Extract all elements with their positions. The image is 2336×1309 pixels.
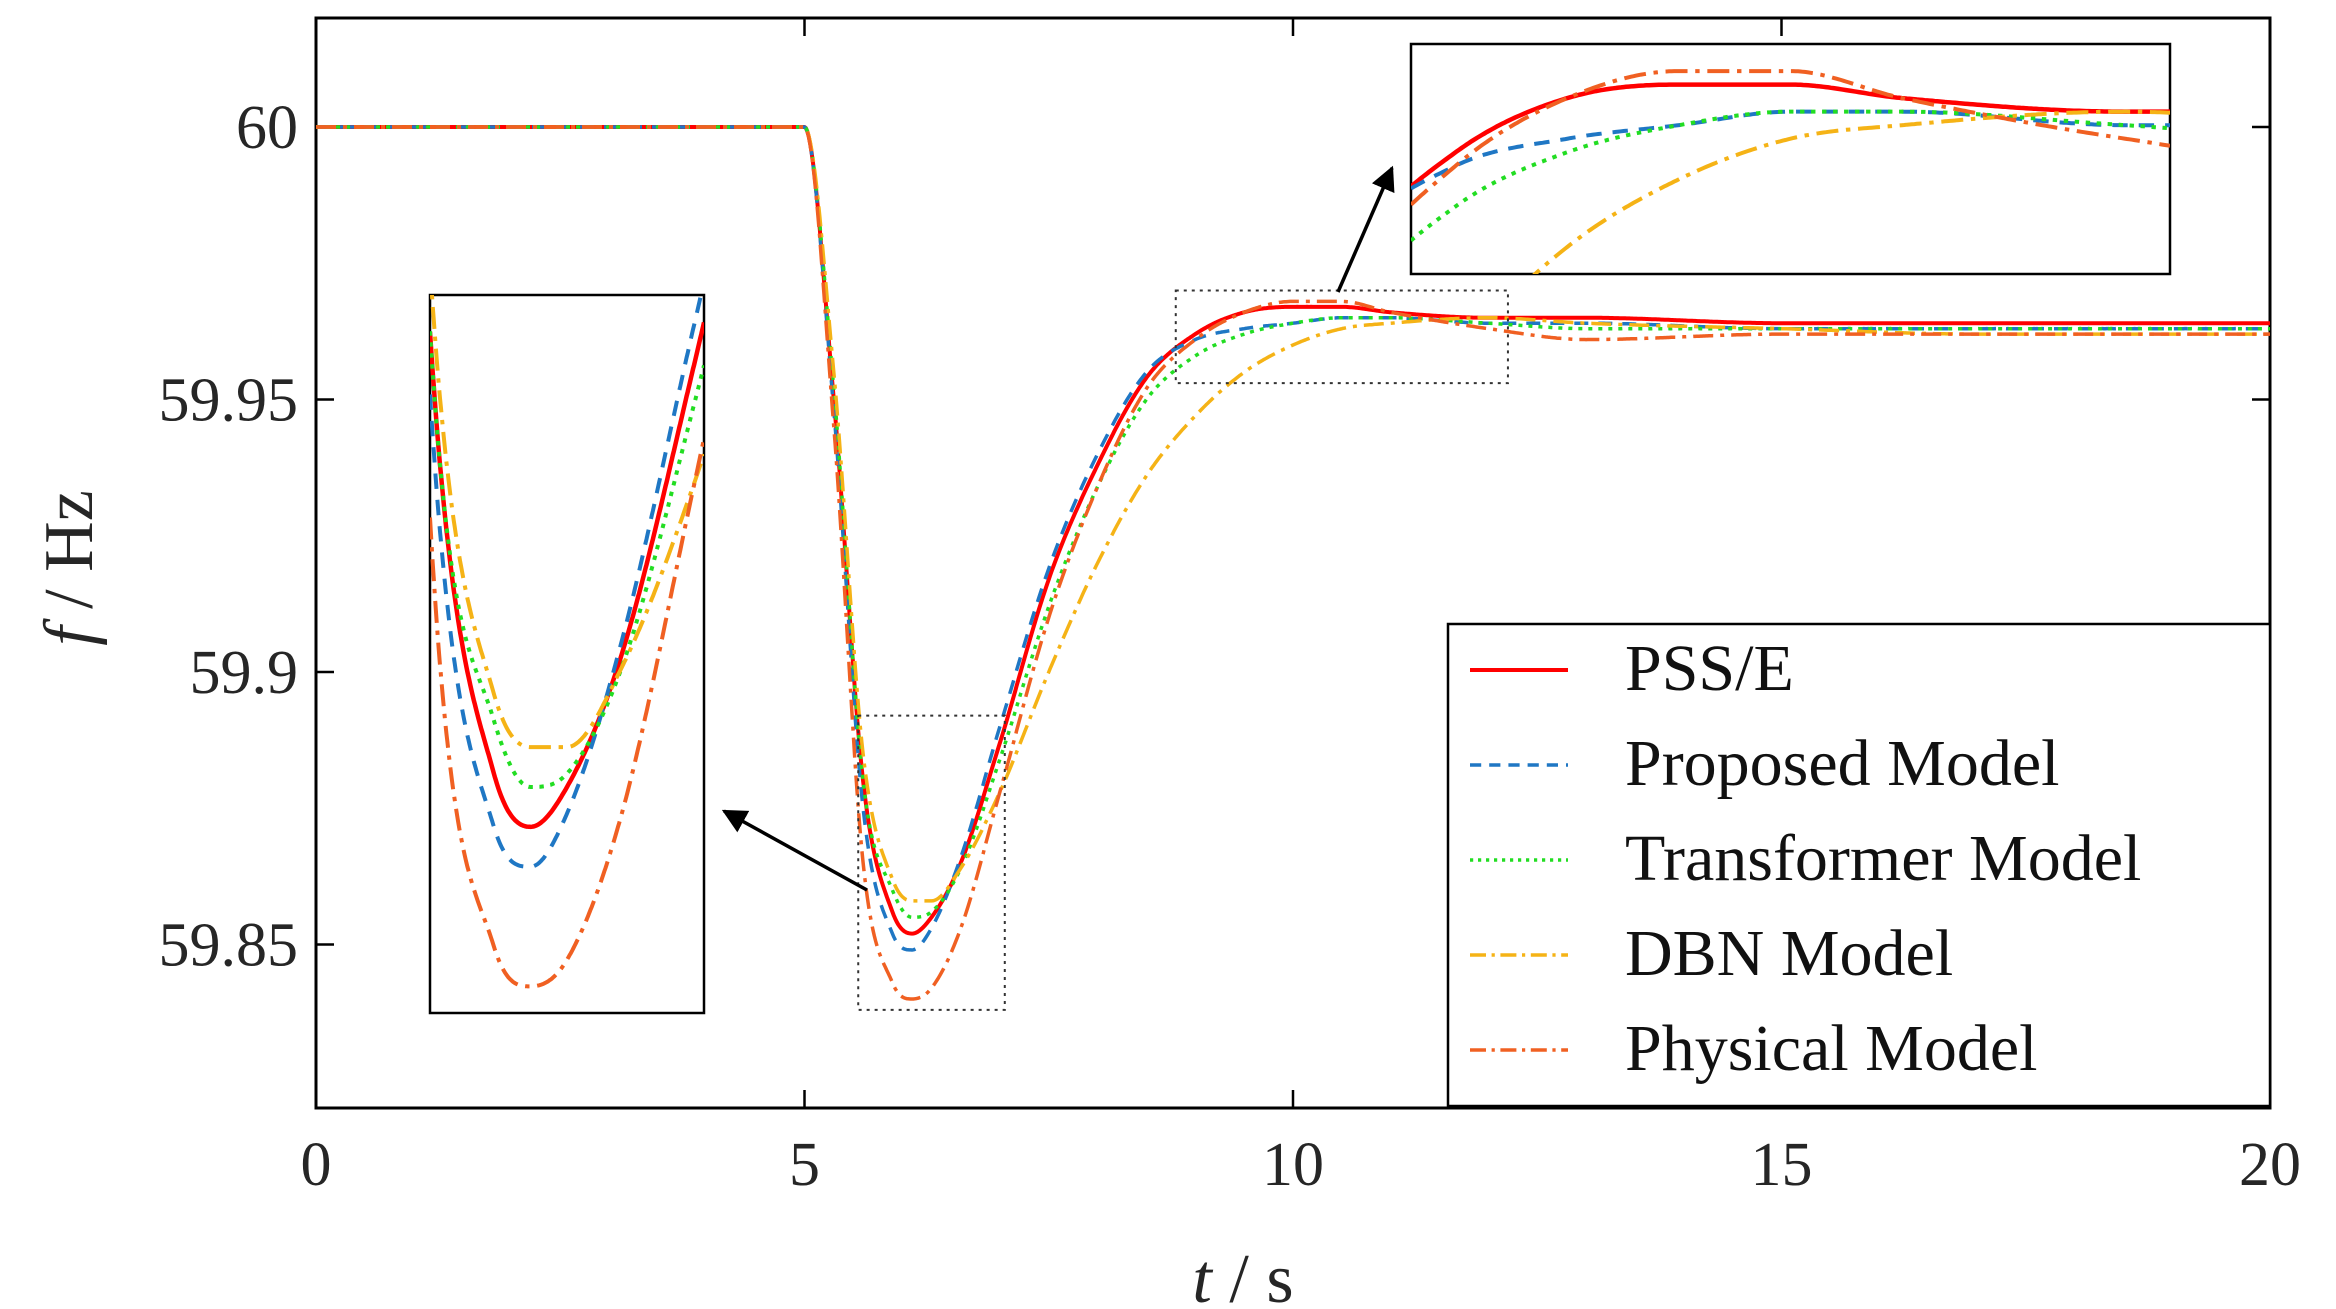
callout-arrow-peak — [1336, 165, 1395, 293]
x-axis-label: t / s — [1192, 1241, 1293, 1309]
series-group — [316, 125, 2270, 1001]
legend-label-4: DBN Model — [1625, 917, 1953, 990]
axis-ticks: 0 5 10 15 20 59.85 59.9 59.95 60 — [159, 18, 2301, 1199]
zoom-region-trough — [857, 714, 1006, 1011]
x-tick-label: 15 — [1751, 1131, 1813, 1199]
y-tick-label: 59.9 — [190, 639, 299, 707]
zoom-region-peak — [1174, 289, 1509, 385]
legend-label-3: Transformer Model — [1625, 822, 2141, 895]
x-tick-label: 0 — [301, 1131, 332, 1199]
y-tick-label: 60 — [236, 94, 298, 162]
legend-label-5: Physical Model — [1625, 1012, 2037, 1085]
series-line-4 — [316, 125, 2270, 903]
y-tick-label: 59.95 — [159, 367, 299, 435]
inset-series-line-3 — [430, 331, 704, 789]
inset-series-line-1 — [430, 321, 704, 830]
callout-arrow-trough — [721, 809, 868, 892]
y-axis-label: f / Hz — [31, 490, 108, 646]
inset-series-line-5 — [430, 438, 704, 989]
inset-series-line-1 — [1411, 82, 2170, 189]
series-line-3 — [316, 125, 2270, 920]
inset-series-line-2 — [430, 295, 704, 869]
x-tick-label: 20 — [2239, 1131, 2301, 1199]
series-line-5 — [316, 125, 2270, 1001]
inset-series-line-4 — [430, 295, 704, 750]
x-tick-label: 10 — [1262, 1131, 1324, 1199]
inset-series-line-3 — [1411, 109, 2170, 243]
y-tick-label: 59.85 — [159, 912, 299, 980]
legend: PSS/E Proposed Model Transformer Model DBN … — [1446, 622, 2272, 1108]
inset-trough-zoom — [428, 293, 706, 1015]
inset-frame — [1409, 42, 2172, 276]
x-tick-label: 5 — [789, 1131, 820, 1199]
legend-label-2: Proposed Model — [1625, 727, 2059, 800]
inset-series-line-4 — [1532, 109, 2170, 274]
inset-peak-zoom — [1409, 42, 2172, 276]
legend-box — [1446, 622, 2272, 1108]
inset-frame — [428, 293, 706, 1015]
legend-label-1: PSS/E — [1625, 632, 1794, 705]
inset-series-line-5 — [1411, 69, 2170, 207]
